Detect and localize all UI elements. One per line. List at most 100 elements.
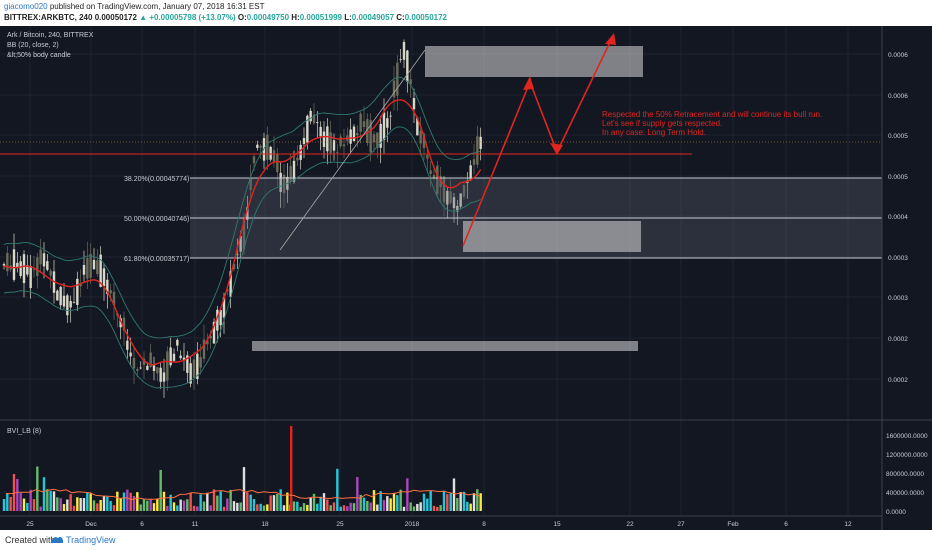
candle-body <box>259 145 262 148</box>
volume-bar <box>352 503 356 511</box>
candle-body <box>209 336 212 339</box>
candle-body <box>166 351 169 381</box>
volume-bar <box>39 506 42 511</box>
candle-body <box>26 265 29 275</box>
volume-bar <box>386 496 389 511</box>
candle-body <box>2 264 6 266</box>
volume-bar <box>366 501 369 511</box>
candle-body <box>292 160 296 182</box>
fib-50-label: 50.00%(0.00040746) <box>124 216 189 223</box>
candle-body <box>36 257 39 276</box>
candle-body <box>459 193 462 207</box>
price-tick-label: 0.0006 <box>888 52 908 59</box>
volume-bar <box>126 489 129 511</box>
candle-body <box>449 191 452 203</box>
annotation-line-1: Respected the 50% Retracement and will c… <box>602 110 822 119</box>
volume-bar <box>389 498 392 511</box>
chart-area[interactable]: 38.20%(0.00045774) 50.00%(0.00040746) 61… <box>0 26 932 530</box>
candle-body <box>182 357 186 360</box>
candle-body <box>222 297 226 318</box>
candle-body <box>136 369 139 371</box>
price-chart-svg[interactable]: 38.20%(0.00045774) 50.00%(0.00040746) 61… <box>0 26 932 530</box>
time-tick-label: Feb <box>727 521 739 528</box>
candle-body <box>106 279 109 294</box>
candle-body <box>366 119 369 143</box>
price-tick-label: 0.0002 <box>888 377 908 384</box>
candle-body <box>379 123 382 148</box>
candle-body <box>62 295 66 307</box>
volume-bar <box>116 491 119 511</box>
candle-body <box>332 140 336 151</box>
candle-body <box>142 358 146 365</box>
candle-body <box>82 264 86 275</box>
time-tick-label: 22 <box>626 521 634 528</box>
candle-body <box>252 156 256 164</box>
volume-bar <box>112 505 116 511</box>
candle-body <box>156 367 159 374</box>
time-tick-label: 27 <box>677 521 685 528</box>
volume-bar <box>202 501 206 511</box>
candle-body <box>42 253 46 267</box>
volume-bar <box>129 492 132 511</box>
trend-line <box>279 49 426 251</box>
volume-bar <box>302 503 306 511</box>
volume-bar <box>22 498 26 511</box>
created-with: Created with <box>5 535 56 545</box>
candle-body <box>39 249 42 265</box>
volume-bar <box>319 496 322 511</box>
volume-bar <box>476 489 479 511</box>
volume-bar <box>86 492 89 511</box>
grid <box>0 26 882 516</box>
arrow-head-1 <box>523 76 534 90</box>
volume-bar <box>372 490 376 511</box>
candle-body <box>186 355 189 373</box>
volume-bar <box>409 502 412 511</box>
volume-bar <box>216 495 219 511</box>
volume-bar <box>322 493 326 511</box>
volume-bar <box>356 477 359 511</box>
candle-body <box>476 136 479 165</box>
candle-body <box>99 254 102 287</box>
candle-body <box>32 269 36 271</box>
candle-body <box>422 133 426 149</box>
volume-bar <box>19 493 22 511</box>
volume-bar <box>346 506 349 511</box>
candle-body <box>306 115 309 143</box>
candle-body <box>282 174 286 194</box>
candle-body <box>316 122 319 124</box>
arrow-head-3 <box>605 33 616 45</box>
volume-bar <box>232 501 236 511</box>
volume-bar <box>252 499 256 511</box>
candle-body <box>382 112 386 141</box>
price-tick-label: 0.0003 <box>888 295 908 302</box>
volume-bar <box>282 505 286 511</box>
volume-tick-label: 0.0000 <box>886 509 906 516</box>
volume-bar <box>169 494 172 511</box>
bb-lower <box>3 126 481 389</box>
candle-body <box>236 254 239 256</box>
time-tick-label: 6 <box>784 521 788 528</box>
time-tick-label: 11 <box>192 521 199 528</box>
volume-bar <box>412 506 416 511</box>
volume-bar <box>249 494 252 511</box>
volume-bar <box>69 494 72 511</box>
volume-bar <box>309 497 312 511</box>
volume-bar <box>139 504 142 511</box>
fib-618-label: 61.80%(0.00035717) <box>124 256 189 263</box>
candle-body <box>432 174 436 179</box>
volume-bar <box>212 489 216 511</box>
brand-link[interactable]: TradingView <box>66 535 116 545</box>
candle-body <box>299 144 302 160</box>
low-value: 0.00049057 <box>351 13 395 22</box>
candle-body <box>456 205 459 212</box>
volume-bar <box>362 497 366 511</box>
time-tick-label: 2018 <box>405 521 420 528</box>
volume-bar <box>472 493 476 511</box>
volume-bar <box>296 501 299 511</box>
price-tick-label: 0.0006 <box>888 93 908 100</box>
volume-bar <box>56 497 59 511</box>
author-link[interactable]: giacomo020 <box>4 2 48 11</box>
candle-body <box>392 80 396 98</box>
volume-bar <box>2 499 6 511</box>
volume-bar <box>329 505 332 511</box>
